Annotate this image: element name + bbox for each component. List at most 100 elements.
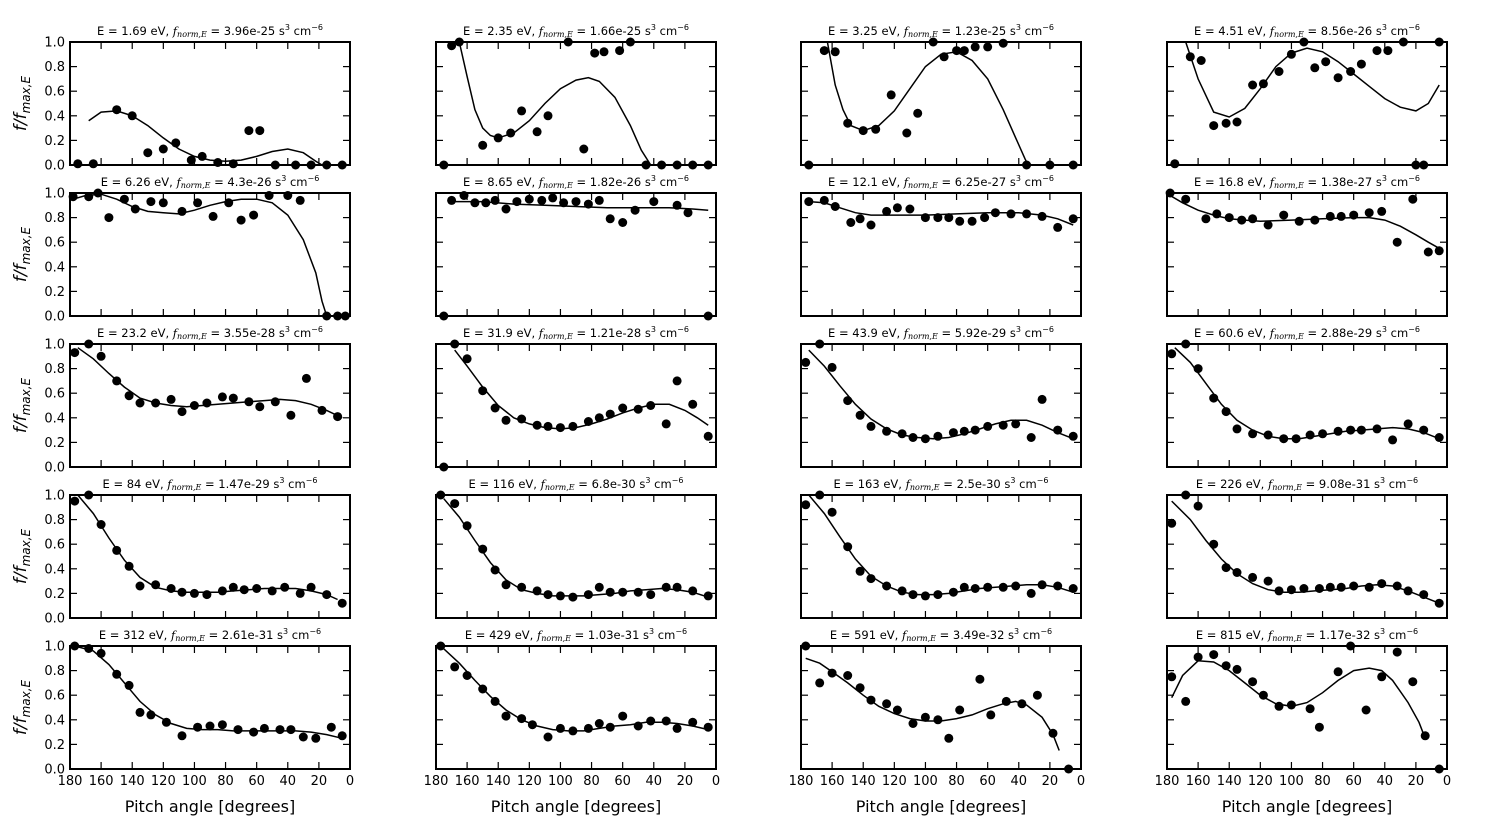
fit-curve xyxy=(826,42,1029,165)
data-point xyxy=(633,587,643,597)
data-point xyxy=(703,722,713,732)
data-point xyxy=(920,434,930,444)
data-point xyxy=(1248,429,1258,439)
y-tick-label: 0.4 xyxy=(44,109,65,124)
data-point xyxy=(615,46,625,56)
data-point xyxy=(112,545,122,555)
data-point xyxy=(933,213,943,223)
data-point xyxy=(146,197,156,207)
data-point xyxy=(1419,425,1429,435)
data-point xyxy=(944,213,954,223)
data-point xyxy=(1333,73,1343,83)
x-tick-label: 80 xyxy=(217,774,234,789)
data-point xyxy=(583,590,593,600)
data-point xyxy=(1209,539,1219,549)
data-point xyxy=(135,707,145,717)
panel-title: E = 815 eV, fnorm,E = 1.17e-32 s3 cm−6 xyxy=(1196,627,1418,643)
panel-4: E = 4.51 eV, fnorm,E = 8.56e-26 s3 cm−6 xyxy=(1166,23,1448,170)
data-point xyxy=(119,194,129,204)
data-point xyxy=(959,46,969,56)
data-point xyxy=(130,204,140,214)
data-point xyxy=(843,396,853,406)
data-point xyxy=(493,133,503,143)
x-tick-label: 60 xyxy=(614,774,631,789)
x-tick-label: 40 xyxy=(1011,774,1028,789)
data-point xyxy=(1403,419,1413,429)
data-point xyxy=(1286,700,1296,710)
data-point xyxy=(804,197,814,207)
data-point xyxy=(959,426,969,436)
y-tick-label: 0.8 xyxy=(44,211,65,226)
data-point xyxy=(1299,584,1309,593)
data-point xyxy=(980,213,990,223)
data-point xyxy=(571,197,581,207)
axis-ticks: 180 160 140 120 100 80 60 40 20 0 xyxy=(789,645,1085,789)
panel-frame xyxy=(435,494,717,619)
data-point xyxy=(490,403,500,413)
y-tick-label: 0.6 xyxy=(44,85,65,100)
x-axis-label: Pitch angle [degrees] xyxy=(856,797,1026,816)
data-point xyxy=(1279,434,1289,444)
data-point xyxy=(933,715,943,725)
y-axis-label: f/fmax,E xyxy=(11,226,33,282)
data-point xyxy=(244,397,254,407)
panel-fnorm: = 9.08e-31 s xyxy=(1302,477,1380,491)
data-point xyxy=(1232,568,1242,577)
axis-ticks xyxy=(1166,494,1448,619)
data-point xyxy=(939,52,949,62)
panel-title: E = 12.1 eV, fnorm,E = 6.25e-27 s3 cm−6 xyxy=(828,174,1054,190)
data-point xyxy=(633,721,643,731)
data-point xyxy=(88,159,98,169)
panel-fnorm: = 1.82e-26 s xyxy=(573,175,651,189)
data-point xyxy=(605,587,615,597)
x-tick-label: 140 xyxy=(120,774,145,789)
x-tick-label: 40 xyxy=(1377,774,1394,789)
data-point xyxy=(1349,581,1359,591)
data-point xyxy=(1318,429,1328,439)
data-point xyxy=(280,582,290,592)
data-point xyxy=(1037,580,1047,590)
data-point xyxy=(306,582,316,592)
data-point xyxy=(1336,211,1346,221)
panel-title: E = 84 eV, fnorm,E = 1.47e-29 s3 cm−6 xyxy=(103,476,318,492)
x-tick-label: 60 xyxy=(979,774,996,789)
data-point xyxy=(104,213,114,223)
data-point xyxy=(1053,222,1063,232)
data-point xyxy=(568,726,578,736)
data-point xyxy=(96,520,106,529)
data-point xyxy=(197,151,207,161)
data-point xyxy=(955,705,965,715)
data-point xyxy=(450,662,460,672)
axis-ticks: 180 160 140 120 100 80 60 40 20 0 xyxy=(424,645,720,789)
panel-2: E = 2.35 eV, fnorm,E = 1.66e-25 s3 cm−6 xyxy=(435,23,717,170)
data-point xyxy=(1224,213,1234,223)
data-point xyxy=(501,204,511,214)
x-tick-label: 0 xyxy=(1077,774,1085,789)
data-point xyxy=(1321,57,1331,67)
panel-energy: E = 23.2 eV, xyxy=(97,326,173,340)
data-point xyxy=(1209,393,1219,403)
panel-frame xyxy=(1166,343,1448,468)
data-point xyxy=(478,386,488,396)
data-point xyxy=(967,216,977,226)
y-axis-label: f/fmax,E xyxy=(11,679,33,735)
data-point xyxy=(1221,563,1231,573)
data-point xyxy=(1011,419,1021,429)
data-point xyxy=(605,722,615,732)
data-point xyxy=(1068,214,1078,224)
data-point xyxy=(1423,247,1433,257)
data-point xyxy=(703,591,713,601)
data-point xyxy=(124,561,134,571)
data-point xyxy=(933,590,943,600)
x-tick-label: 180 xyxy=(424,774,449,789)
data-point xyxy=(568,592,578,602)
data-point xyxy=(96,648,106,658)
data-point xyxy=(517,582,527,592)
data-point xyxy=(986,710,996,720)
data-point xyxy=(1209,121,1219,131)
data-point xyxy=(583,723,593,733)
data-point xyxy=(555,591,565,601)
panel-fnorm: = 3.49e-32 s xyxy=(936,628,1014,642)
y-tick-label: 0.0 xyxy=(44,612,65,627)
panel-frame xyxy=(800,494,1082,619)
